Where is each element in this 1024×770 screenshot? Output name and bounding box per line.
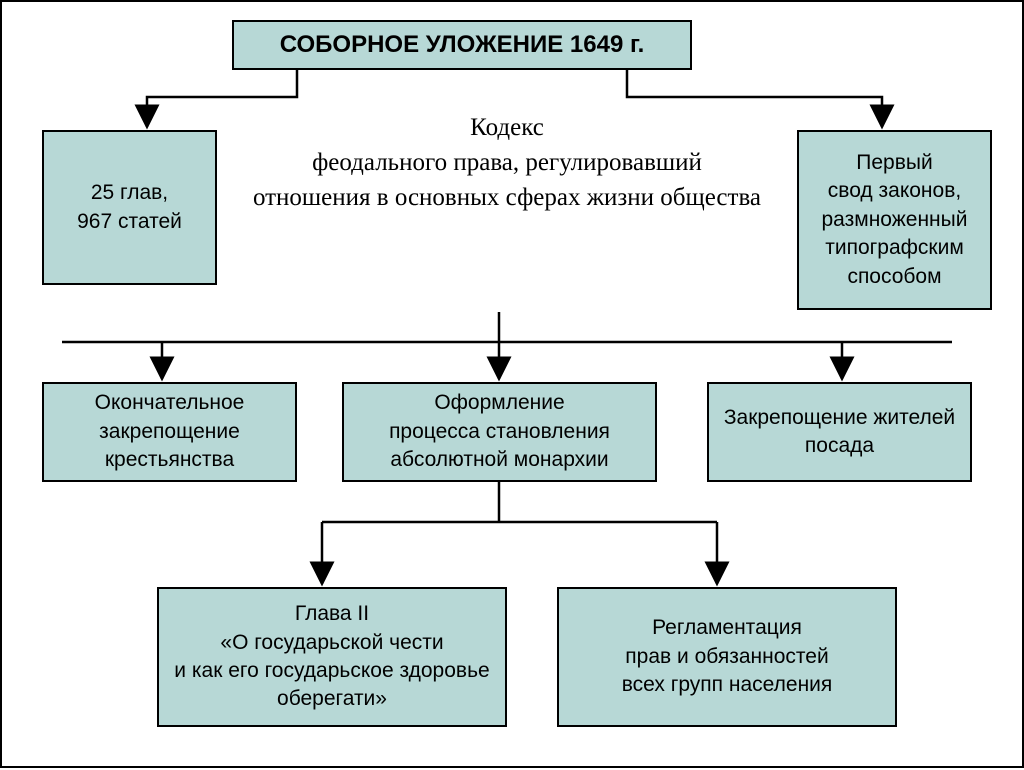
node-left-top: 25 глав,967 статей	[42, 130, 217, 285]
node-mid-left-text: Окончательное закрепощение крестьянства	[52, 389, 287, 474]
node-mid-center: Оформлениепроцесса становления абсолютно…	[342, 382, 657, 482]
node-bot-left-text: Глава II«О государьской честии как его г…	[167, 600, 497, 713]
node-mid-right: Закрепощение жителейпосада	[707, 382, 972, 482]
node-mid-right-text: Закрепощение жителейпосада	[724, 404, 955, 461]
node-mid-left: Окончательное закрепощение крестьянства	[42, 382, 297, 482]
node-bot-left: Глава II«О государьской честии как его г…	[157, 587, 507, 727]
node-left-top-text: 25 глав,967 статей	[77, 179, 182, 236]
title-box: СОБОРНОЕ УЛОЖЕНИЕ 1649 г.	[232, 20, 692, 70]
node-mid-center-text: Оформлениепроцесса становления абсолютно…	[352, 389, 647, 474]
center-description: Кодексфеодального права, регулировавшийо…	[247, 110, 767, 215]
title-text: СОБОРНОЕ УЛОЖЕНИЕ 1649 г.	[280, 29, 645, 61]
node-bot-right-text: Регламентацияправ и обязанностейвсех гру…	[622, 614, 833, 699]
node-right-top-text: Первыйсвод законов, размноженный типогра…	[807, 149, 982, 291]
node-right-top: Первыйсвод законов, размноженный типогра…	[797, 130, 992, 310]
center-description-text: Кодексфеодального права, регулировавшийо…	[253, 114, 761, 211]
node-bot-right: Регламентацияправ и обязанностейвсех гру…	[557, 587, 897, 727]
